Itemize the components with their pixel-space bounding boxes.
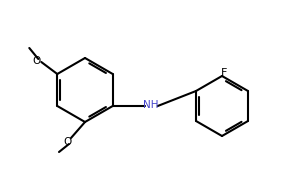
Text: F: F — [221, 68, 227, 78]
Text: O: O — [63, 137, 71, 147]
Text: O: O — [32, 56, 40, 66]
Text: NH: NH — [143, 100, 158, 110]
